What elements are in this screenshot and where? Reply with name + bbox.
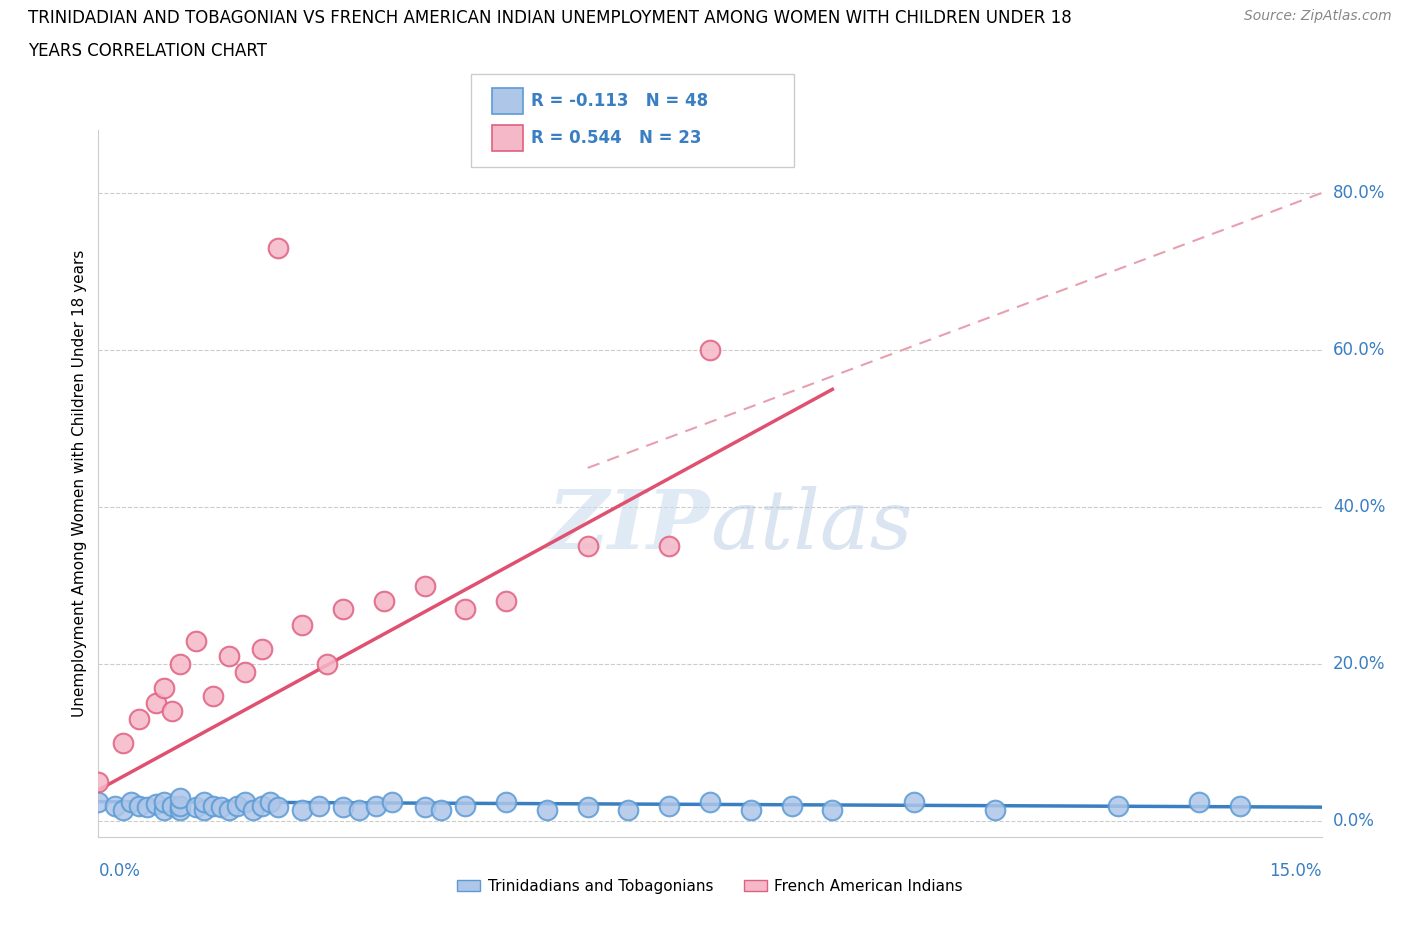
Point <box>617 802 640 817</box>
Point <box>152 681 174 696</box>
Point <box>145 696 167 711</box>
Point <box>308 798 330 813</box>
Point <box>740 802 762 817</box>
Point <box>291 618 314 632</box>
Text: 20.0%: 20.0% <box>1333 656 1385 673</box>
Text: 80.0%: 80.0% <box>1333 184 1385 202</box>
Point <box>111 736 134 751</box>
Point <box>136 800 159 815</box>
Point <box>1107 798 1129 813</box>
Text: YEARS CORRELATION CHART: YEARS CORRELATION CHART <box>28 42 267 60</box>
Text: 60.0%: 60.0% <box>1333 341 1385 359</box>
Point <box>454 798 477 813</box>
Point <box>233 794 256 809</box>
Point <box>903 794 925 809</box>
Text: R = -0.113   N = 48: R = -0.113 N = 48 <box>531 92 709 111</box>
Point <box>87 775 110 790</box>
Point <box>152 802 174 817</box>
Text: TRINIDADIAN AND TOBAGONIAN VS FRENCH AMERICAN INDIAN UNEMPLOYMENT AMONG WOMEN WI: TRINIDADIAN AND TOBAGONIAN VS FRENCH AME… <box>28 9 1071 27</box>
Text: 0.0%: 0.0% <box>98 862 141 880</box>
Point <box>186 633 208 648</box>
Point <box>218 649 240 664</box>
Point <box>209 800 232 815</box>
Point <box>1229 798 1251 813</box>
Point <box>267 241 290 256</box>
Text: 15.0%: 15.0% <box>1270 862 1322 880</box>
Point <box>128 711 150 726</box>
Point <box>233 665 256 680</box>
Point <box>315 657 337 671</box>
Point <box>120 794 142 809</box>
Point <box>332 800 354 815</box>
Point <box>193 794 215 809</box>
Point <box>169 798 191 813</box>
Point <box>381 794 404 809</box>
Point <box>250 798 273 813</box>
Point <box>111 802 134 817</box>
Y-axis label: Unemployment Among Women with Children Under 18 years: Unemployment Among Women with Children U… <box>72 250 87 717</box>
Point <box>226 798 249 813</box>
Point <box>658 798 681 813</box>
Point <box>364 798 387 813</box>
Point <box>145 797 167 812</box>
Point <box>349 802 371 817</box>
Point <box>373 594 395 609</box>
Point <box>495 594 517 609</box>
Point <box>259 794 281 809</box>
Point <box>1188 794 1211 809</box>
Point <box>413 800 436 815</box>
Point <box>267 800 290 815</box>
Point <box>201 688 224 703</box>
Text: Source: ZipAtlas.com: Source: ZipAtlas.com <box>1244 9 1392 23</box>
Point <box>186 800 208 815</box>
Point <box>169 802 191 817</box>
Point <box>242 802 264 817</box>
Point <box>699 794 721 809</box>
Point <box>821 802 844 817</box>
Point <box>104 798 127 813</box>
Point <box>152 794 174 809</box>
Point <box>169 790 191 805</box>
Point <box>160 704 183 719</box>
Point <box>193 802 215 817</box>
Point <box>984 802 1007 817</box>
Point <box>576 800 599 815</box>
Text: 40.0%: 40.0% <box>1333 498 1385 516</box>
Point <box>658 539 681 554</box>
Point <box>576 539 599 554</box>
Point <box>87 794 110 809</box>
Point <box>332 602 354 617</box>
Point <box>454 602 477 617</box>
Point <box>218 802 240 817</box>
Text: atlas: atlas <box>710 486 912 566</box>
Point <box>495 794 517 809</box>
Point <box>160 798 183 813</box>
Point <box>291 802 314 817</box>
Point <box>169 657 191 671</box>
Point <box>430 802 453 817</box>
Point <box>201 798 224 813</box>
Point <box>128 798 150 813</box>
Point <box>780 798 803 813</box>
Point <box>413 578 436 593</box>
Text: ZIP: ZIP <box>547 486 710 566</box>
Text: 0.0%: 0.0% <box>1333 812 1375 830</box>
Point <box>699 342 721 357</box>
Legend: Trinidadians and Tobagonians, French American Indians: Trinidadians and Tobagonians, French Ame… <box>451 873 969 900</box>
Point <box>536 802 558 817</box>
Point <box>250 641 273 656</box>
Text: R = 0.544   N = 23: R = 0.544 N = 23 <box>531 128 702 147</box>
